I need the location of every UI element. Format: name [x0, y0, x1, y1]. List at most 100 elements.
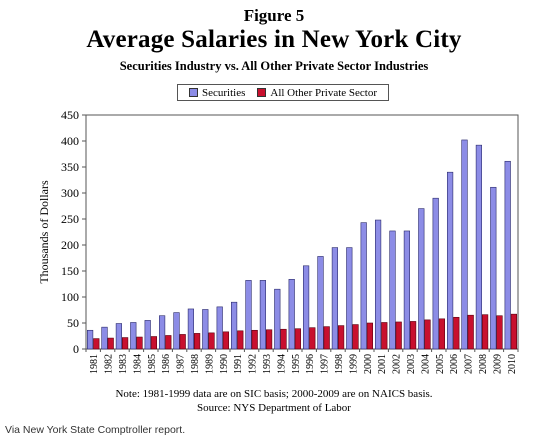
x-tick-label: 1981: [89, 354, 100, 374]
bar-other-private: [381, 322, 388, 350]
bar-other-private: [481, 314, 489, 350]
bar-other-private: [179, 334, 186, 350]
x-tick-label: 2007: [464, 354, 475, 374]
x-tick-label: 1982: [104, 354, 115, 374]
note-line-1: Note: 1981-1999 data are on SIC basis; 2…: [115, 388, 433, 400]
x-tick-label: 1987: [176, 354, 187, 374]
bar-other-private: [510, 313, 518, 350]
bar-other-private: [208, 332, 215, 350]
x-tick-label: 1986: [161, 354, 172, 374]
x-tick-label: 2006: [449, 354, 460, 374]
bar-securities: [461, 139, 468, 350]
y-tick-label: 200: [61, 238, 79, 252]
chart-note: Note: 1981-1999 data are on SIC basis; 2…: [0, 387, 548, 415]
bar-other-private: [366, 322, 374, 350]
x-tick-label: 1985: [147, 354, 158, 374]
bar-securities: [216, 306, 223, 350]
x-tick-label: 1997: [320, 354, 331, 374]
bar-securities: [302, 265, 310, 350]
bar-securities: [202, 309, 209, 350]
legend-label-securities: Securities: [201, 86, 246, 99]
x-tick-label: 2000: [363, 354, 374, 374]
x-tick-label: 2004: [420, 354, 431, 374]
bar-securities: [115, 323, 122, 350]
legend: Securities All Other Private Sector: [177, 84, 389, 101]
x-tick-label: 1994: [276, 354, 287, 374]
bar-securities: [187, 308, 195, 350]
x-tick-label: 2005: [435, 354, 446, 374]
bar-other-private: [265, 329, 273, 350]
bar-securities: [259, 280, 267, 350]
bar-other-private: [438, 318, 446, 350]
bar-other-private: [496, 315, 503, 350]
y-tick-label: 400: [61, 134, 79, 148]
bar-other-private: [409, 321, 417, 350]
x-tick-label: 2008: [478, 354, 489, 374]
bar-other-private: [294, 328, 302, 350]
bar-securities: [245, 280, 252, 350]
bar-other-private: [280, 328, 287, 350]
bar-securities: [231, 301, 238, 350]
bar-other-private: [222, 331, 230, 350]
bar-securities: [475, 144, 483, 350]
bar-securities: [389, 230, 396, 350]
bar-securities: [87, 329, 94, 350]
bar-securities: [317, 256, 324, 350]
x-tick-label: 2010: [507, 354, 518, 374]
chart-subtitle: Securities Industry vs. All Other Privat…: [119, 59, 429, 73]
bar-other-private: [136, 336, 143, 350]
bar-securities: [159, 315, 166, 350]
bar-securities: [446, 171, 454, 350]
chart-title: Average Salaries in New York City: [86, 26, 462, 53]
y-tick-label: 450: [61, 108, 79, 122]
bar-other-private: [150, 336, 158, 350]
legend-swatch-other: [257, 88, 267, 97]
y-tick-label: 250: [61, 212, 79, 226]
bar-securities: [288, 279, 295, 350]
x-tick-label: 1996: [305, 354, 316, 374]
bar-other-private: [424, 319, 431, 350]
x-tick-label: 1990: [219, 354, 230, 374]
bar-other-private: [337, 325, 345, 350]
x-tick-label: 1995: [291, 354, 302, 374]
y-tick-label: 300: [61, 186, 79, 200]
figure-label: Figure 5: [243, 6, 305, 25]
bar-securities: [130, 322, 137, 350]
x-tick-label: 2002: [392, 354, 403, 374]
bar-other-private: [237, 330, 244, 350]
bar-securities: [374, 219, 382, 350]
bar-securities: [144, 320, 151, 350]
legend-label-other: All Other Private Sector: [270, 86, 377, 99]
bar-other-private: [93, 338, 100, 350]
x-tick-label: 1992: [248, 354, 259, 374]
y-axis-label: Thousands of Dollars: [37, 180, 51, 284]
y-tick-label: 0: [73, 342, 79, 356]
credit-text: Via New York State Comptroller report.: [5, 424, 186, 436]
bar-securities: [331, 247, 339, 350]
bar-other-private: [107, 337, 114, 350]
bar-other-private: [251, 329, 258, 350]
bar-securities: [360, 222, 367, 350]
x-tick-label: 2001: [377, 354, 388, 374]
bar-securities: [274, 288, 281, 350]
legend-item-other: All Other Private Sector: [257, 87, 377, 99]
bar-securities: [346, 247, 353, 350]
bar-securities: [101, 326, 108, 350]
x-tick-label: 1991: [233, 354, 244, 374]
bar-securities: [490, 186, 497, 350]
x-tick-label: 2009: [492, 354, 503, 374]
x-tick-label: 1999: [348, 354, 359, 374]
bar-other-private: [323, 326, 330, 350]
bar-other-private: [165, 335, 172, 350]
x-tick-label: 1983: [118, 354, 129, 374]
legend-swatch-securities: [188, 88, 198, 97]
legend-item-securities: Securities: [188, 86, 246, 99]
y-tick-label: 100: [61, 290, 79, 304]
bar-other-private: [122, 337, 129, 350]
bar-other-private: [395, 321, 402, 350]
x-tick-label: 1998: [334, 354, 345, 374]
bar-securities: [432, 197, 439, 350]
x-tick-label: 1988: [190, 354, 201, 374]
bar-other-private: [194, 333, 201, 350]
